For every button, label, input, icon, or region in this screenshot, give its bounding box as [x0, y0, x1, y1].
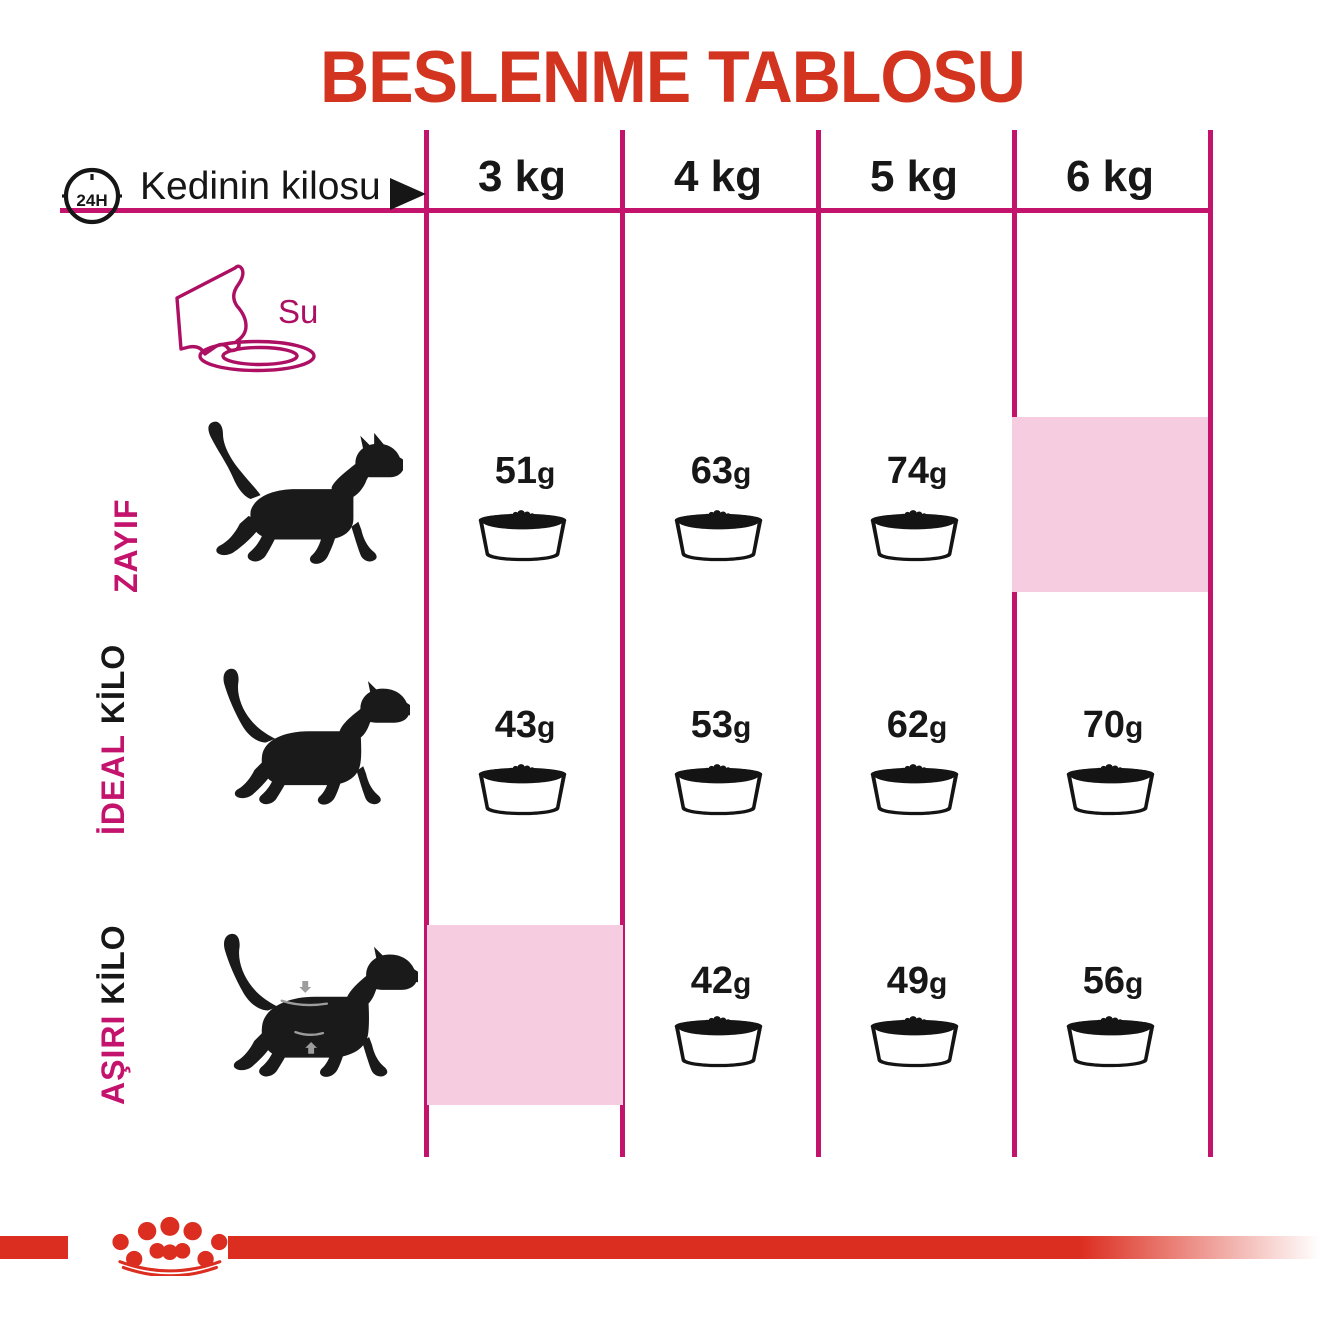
- svg-text:24H: 24H: [76, 191, 107, 210]
- svg-text:Su: Su: [278, 293, 318, 330]
